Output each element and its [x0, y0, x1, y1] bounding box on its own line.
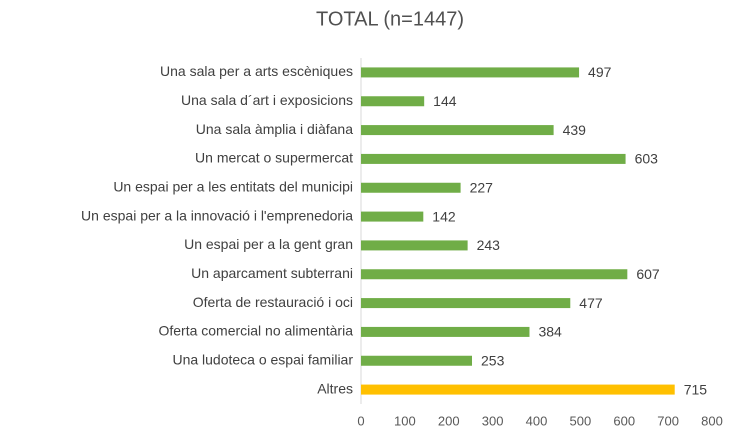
x-tick-label: 200: [438, 413, 460, 428]
value-label: 384: [538, 324, 562, 340]
value-label: 603: [635, 151, 659, 167]
bar: [361, 67, 580, 78]
value-label: 253: [481, 352, 505, 368]
x-tick-label: 700: [657, 413, 679, 428]
x-tick-label: 0: [357, 413, 364, 428]
y-tick-label: Altres: [317, 380, 353, 396]
y-tick-label: Un espai per a la innovació i l'emprened…: [81, 207, 353, 223]
x-tick-label: 600: [613, 413, 635, 428]
y-tick-label: Un espai per a la gent gran: [184, 236, 353, 252]
chart-title: TOTAL (n=1447): [316, 8, 464, 30]
y-tick-label: Un aparcament subterrani: [191, 265, 353, 281]
x-tick-label: 100: [394, 413, 416, 428]
y-tick-label: Un mercat o supermercat: [195, 150, 353, 166]
bar: [361, 240, 468, 251]
bar: [361, 125, 554, 136]
bar: [361, 182, 461, 193]
y-tick-label: Oferta de restauració i oci: [193, 294, 353, 310]
bar: [361, 298, 571, 309]
value-label: 227: [470, 179, 494, 195]
bar: [361, 384, 675, 395]
value-label: 142: [432, 208, 456, 224]
bar: [361, 355, 473, 366]
x-tick-label: 300: [482, 413, 504, 428]
x-tick-label: 500: [570, 413, 592, 428]
bar: [361, 153, 626, 164]
value-label: 477: [579, 295, 603, 311]
y-tick-label: Un espai per a les entitats del municipi: [113, 178, 353, 194]
x-tick-label: 400: [526, 413, 548, 428]
bar: [361, 96, 425, 107]
y-tick-label: Una ludoteca o espai familiar: [172, 351, 353, 367]
value-label: 243: [477, 237, 501, 253]
value-label: 607: [636, 266, 660, 282]
y-tick-label: Oferta comercial no alimentària: [158, 323, 353, 339]
bar: [361, 326, 530, 337]
value-label: 497: [588, 64, 612, 80]
bar: [361, 211, 424, 222]
x-tick-label: 800: [701, 413, 723, 428]
y-tick-label: Una sala d´art i exposicions: [181, 92, 353, 108]
value-label: 439: [563, 122, 587, 138]
y-tick-label: Una sala per a arts escèniques: [160, 63, 353, 79]
value-label: 715: [684, 381, 708, 397]
bar: [361, 269, 628, 280]
y-tick-label: Una sala àmplia i diàfana: [196, 121, 353, 137]
value-label: 144: [433, 93, 457, 109]
